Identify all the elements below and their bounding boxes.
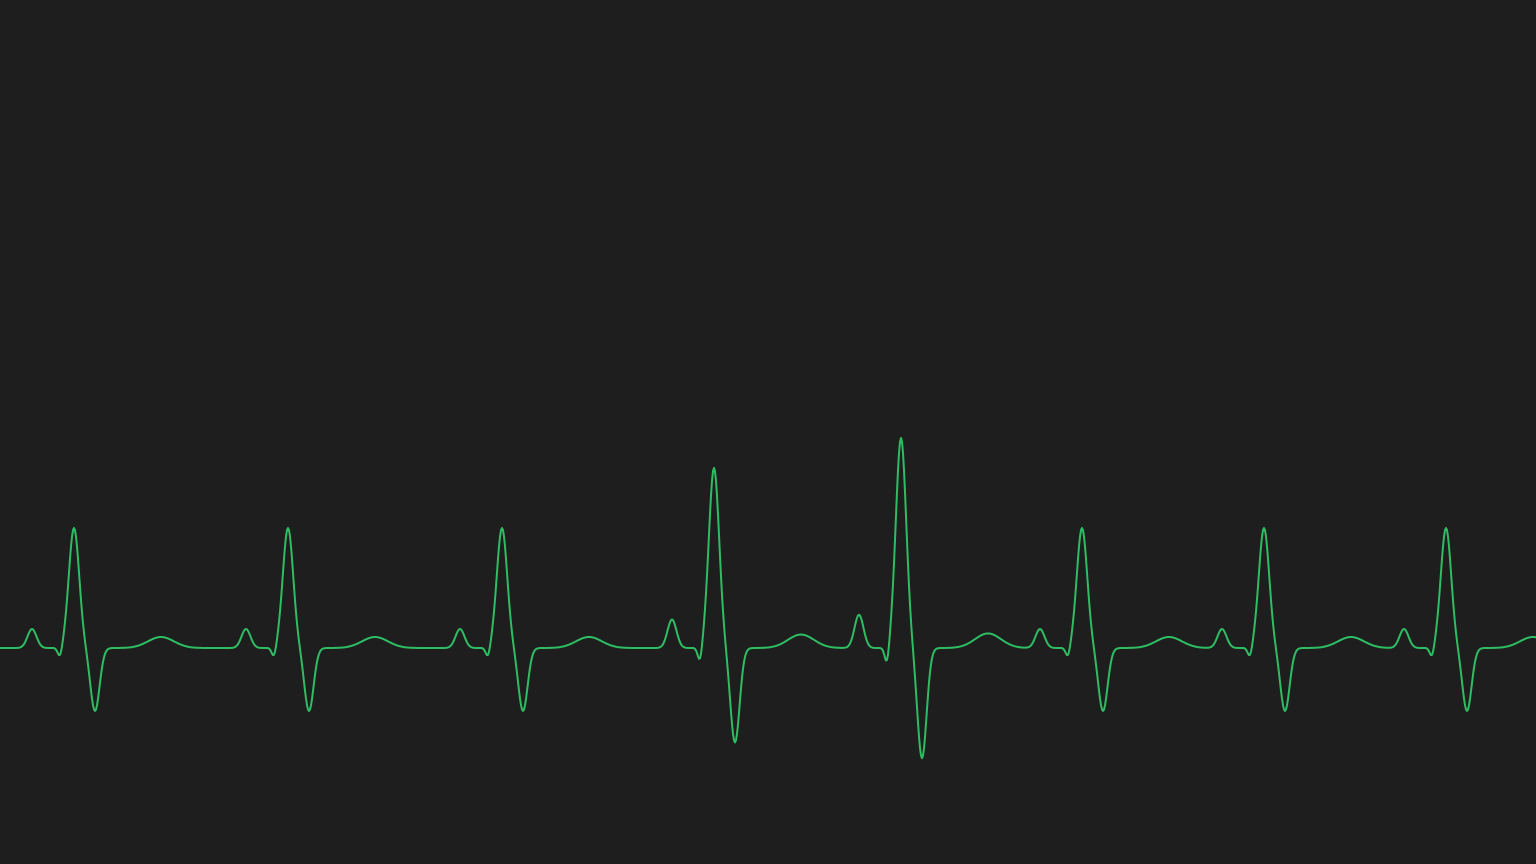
ecg-trace-line xyxy=(0,437,1536,760)
